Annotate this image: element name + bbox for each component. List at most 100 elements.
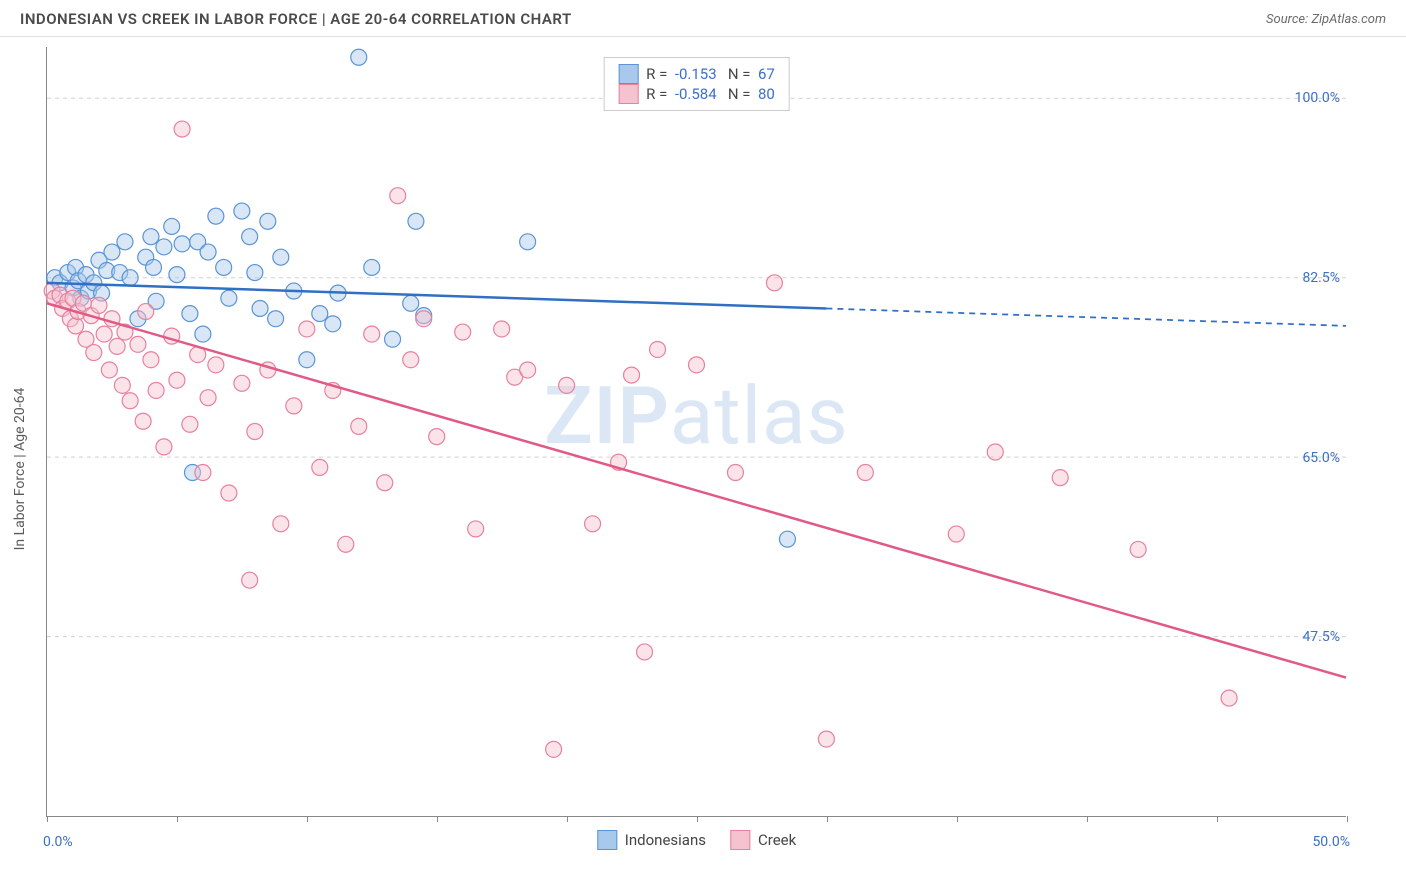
data-point — [242, 572, 258, 588]
data-point — [221, 485, 237, 501]
data-point — [273, 516, 289, 532]
chart-source: Source: ZipAtlas.com — [1266, 12, 1386, 27]
data-point — [468, 521, 484, 537]
data-point — [351, 49, 367, 65]
data-point — [338, 536, 354, 552]
data-point — [234, 375, 250, 391]
x-tick — [827, 816, 828, 822]
data-point — [312, 459, 328, 475]
data-point — [299, 352, 315, 368]
legend-row-creek: R = -0.584 N = 80 — [618, 84, 775, 104]
chart-area: In Labor Force | Age 20-64 ZIPatlas 47.5… — [0, 37, 1406, 885]
source-name: ZipAtlas.com — [1311, 12, 1386, 27]
data-point — [987, 444, 1003, 460]
data-point — [325, 316, 341, 332]
legend-row-indonesians: R = -0.153 N = 67 — [618, 64, 775, 84]
source-prefix: Source: — [1266, 12, 1311, 27]
data-point — [156, 239, 172, 255]
x-tick — [47, 816, 48, 822]
data-point — [169, 267, 185, 283]
legend-item-indonesians: Indonesians — [597, 830, 706, 850]
data-point — [1130, 541, 1146, 557]
data-point — [546, 741, 562, 757]
data-point — [169, 372, 185, 388]
data-point — [174, 236, 190, 252]
data-point — [174, 121, 190, 137]
data-point — [117, 234, 133, 250]
data-point — [104, 244, 120, 260]
data-point — [1221, 690, 1237, 706]
plot-region: ZIPatlas 47.5%65.0%82.5%100.0% R = -0.15… — [46, 47, 1346, 817]
chart-title: INDONESIAN VS CREEK IN LABOR FORCE | AGE… — [20, 10, 572, 28]
data-point — [408, 213, 424, 229]
x-max-label: 50.0% — [1312, 834, 1350, 850]
data-point — [138, 304, 154, 320]
data-point — [156, 439, 172, 455]
data-point — [109, 338, 125, 354]
data-point — [130, 336, 146, 352]
data-point — [416, 311, 432, 327]
data-point — [455, 324, 471, 340]
legend-label-creek: Creek — [758, 831, 796, 849]
x-min-label: 0.0% — [43, 834, 73, 850]
data-point — [221, 290, 237, 306]
data-point — [948, 526, 964, 542]
data-point — [135, 413, 151, 429]
x-tick — [177, 816, 178, 822]
data-point — [818, 731, 834, 747]
swatch-indonesians-bottom — [597, 830, 617, 850]
data-point — [143, 352, 159, 368]
data-point — [164, 218, 180, 234]
swatch-indonesians — [618, 64, 638, 84]
y-tick-label: 47.5% — [1302, 629, 1340, 645]
data-point — [114, 377, 130, 393]
x-tick — [1217, 816, 1218, 822]
data-point — [195, 326, 211, 342]
data-point — [364, 259, 380, 275]
data-point — [146, 259, 162, 275]
legend-item-creek: Creek — [730, 830, 796, 850]
legend-text-indonesians: R = -0.153 N = 67 — [646, 65, 775, 83]
data-point — [520, 362, 536, 378]
data-point — [234, 203, 250, 219]
data-point — [91, 297, 107, 313]
data-point — [689, 357, 705, 373]
data-point — [216, 259, 232, 275]
data-point — [208, 208, 224, 224]
correlation-legend: R = -0.153 N = 67 R = -0.584 N = 80 — [603, 57, 790, 111]
data-point — [96, 326, 112, 342]
x-tick — [437, 816, 438, 822]
data-point — [86, 345, 102, 361]
data-point — [299, 321, 315, 337]
x-tick — [1087, 816, 1088, 822]
data-point — [208, 357, 224, 373]
x-tick — [957, 816, 958, 822]
data-point — [260, 213, 276, 229]
data-point — [200, 390, 216, 406]
data-point — [122, 393, 138, 409]
data-point — [101, 362, 117, 378]
data-point — [766, 275, 782, 291]
legend-text-creek: R = -0.584 N = 80 — [646, 85, 775, 103]
data-point — [268, 311, 284, 327]
data-point — [385, 331, 401, 347]
data-point — [1052, 470, 1068, 486]
data-point — [182, 306, 198, 322]
regression-line-extrapolated — [826, 308, 1346, 325]
data-point — [390, 188, 406, 204]
series-legend: Indonesians Creek — [597, 830, 796, 850]
legend-label-indonesians: Indonesians — [625, 831, 706, 849]
data-point — [247, 424, 263, 440]
data-point — [148, 382, 164, 398]
data-point — [273, 249, 289, 265]
data-point — [68, 318, 84, 334]
swatch-creek — [618, 84, 638, 104]
data-point — [200, 244, 216, 260]
swatch-creek-bottom — [730, 830, 750, 850]
data-point — [403, 295, 419, 311]
data-point — [559, 377, 575, 393]
plot-svg — [47, 47, 1346, 816]
data-point — [857, 465, 873, 481]
data-point — [779, 531, 795, 547]
chart-header: INDONESIAN VS CREEK IN LABOR FORCE | AGE… — [0, 0, 1406, 37]
